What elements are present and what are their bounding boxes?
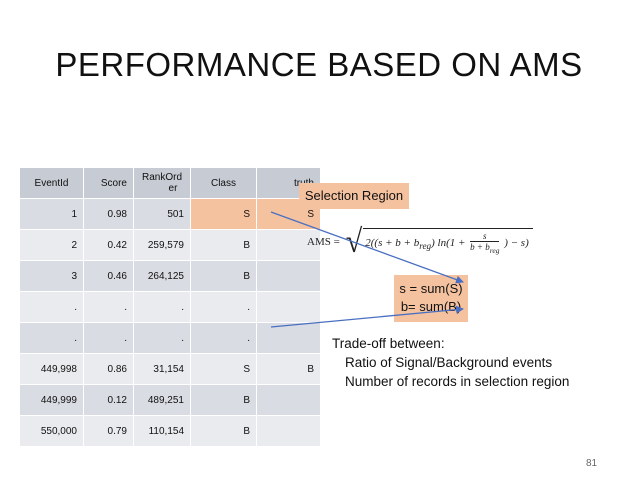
cell-score: 0.42	[83, 229, 134, 261]
table-row: 3 0.46 264,125 B	[19, 260, 321, 292]
formula-frac-breg-sub: reg	[489, 245, 500, 255]
formula-radical: √ 2((s + b + breg) ln(1 + s b + breg ) −…	[345, 223, 533, 260]
formula-breg-sub: reg	[419, 241, 432, 252]
formula-fraction: s b + breg	[470, 231, 500, 256]
formula-lhs: AMS =	[307, 236, 340, 248]
cell-truth	[256, 229, 321, 261]
cell-score: 0.98	[83, 198, 134, 230]
cell-score: 0.12	[83, 384, 134, 416]
cell-truth: B	[256, 353, 321, 385]
sums-box: s = sum(S) b= sum(B)	[394, 275, 468, 322]
cell-eventid: 550,000	[19, 415, 84, 447]
cell-class: S	[190, 198, 257, 230]
arrow-top-row	[270, 211, 464, 284]
formula-frac-numerator: s	[470, 231, 500, 243]
cell-rankorder: 110,154	[133, 415, 191, 447]
cell-class: B	[190, 384, 257, 416]
formula-body-start: 2((s + b + b	[365, 237, 420, 250]
header-score: Score	[83, 167, 134, 199]
cell-rankorder: 501	[133, 198, 191, 230]
cell-score: 0.86	[83, 353, 134, 385]
header-rankorder-line2: er	[168, 183, 178, 194]
page-number: 81	[586, 458, 598, 469]
cell-class: S	[190, 353, 257, 385]
header-eventid: EventId	[19, 167, 84, 199]
cell-rankorder: 489,251	[133, 384, 191, 416]
tradeoff-item: Ratio of Signal/Background events	[345, 355, 553, 370]
cell-rankorder: 259,579	[133, 229, 191, 261]
cell-class: B	[190, 229, 257, 261]
table-body: 1 0.98 501 S S 2 0.42 259,579 B 3 0.46 2…	[19, 198, 321, 447]
cell-eventid: 449,998	[19, 353, 84, 385]
slide-title: PERFORMANCE BASED ON AMS	[55, 46, 583, 83]
tradeoff-item: Number of records in selection region	[345, 374, 570, 389]
header-rankorder-line1: RankOrd	[141, 172, 182, 183]
cell-score: .	[83, 291, 134, 323]
cell-eventid: 1	[19, 198, 84, 230]
cell-rankorder: 264,125	[133, 260, 191, 292]
table-row: 2 0.42 259,579 B	[19, 229, 321, 261]
events-table: EventId Score RankOrd er Class truth 1 0…	[19, 167, 321, 447]
tradeoff-heading: Trade-off between:	[332, 336, 445, 351]
formula-body-end: ) − s)	[504, 237, 529, 250]
formula-body-mid: ) ln(1 +	[431, 237, 466, 250]
table-row: 550,000 0.79 110,154 B	[19, 415, 321, 447]
cell-truth	[256, 415, 321, 447]
ams-formula: AMS = √ 2((s + b + breg) ln(1 + s b + br…	[307, 223, 533, 260]
formula-frac-denominator: b + breg	[470, 242, 499, 256]
tradeoff-text: Trade-off between: Ratio of Signal/Backg…	[332, 334, 569, 391]
cell-eventid: 449,999	[19, 384, 84, 416]
cell-eventid: 3	[19, 260, 84, 292]
cell-class: B	[190, 415, 257, 447]
cell-class: .	[190, 291, 257, 323]
cell-rankorder: .	[133, 291, 191, 323]
table-row: . . . .	[19, 291, 321, 323]
arrow-bottom-row	[270, 305, 464, 328]
formula-radicand: 2((s + b + breg) ln(1 + s b + breg ) − s…	[363, 228, 533, 256]
sum-s-line: s = sum(S)	[399, 281, 463, 296]
sqrt-sign-icon: √	[345, 223, 363, 260]
formula-frac-den-text: b + b	[470, 242, 490, 253]
selection-region-label: Selection Region	[299, 183, 409, 209]
cell-eventid: .	[19, 291, 84, 323]
cell-score: 0.79	[83, 415, 134, 447]
cell-class: B	[190, 260, 257, 292]
